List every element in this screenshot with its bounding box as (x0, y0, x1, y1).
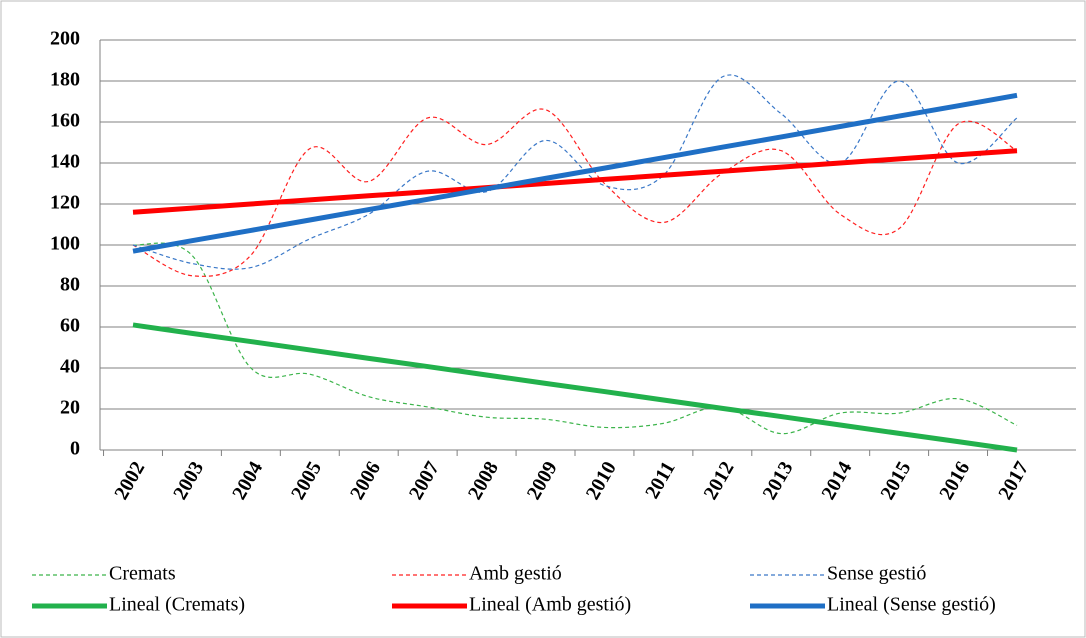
y-tick-label: 20 (60, 397, 80, 419)
series-line (132, 108, 1018, 277)
y-tick-label: 80 (60, 274, 80, 296)
legend-label: Cremats (109, 563, 176, 585)
y-tick-label: 120 (50, 192, 80, 214)
series-line (132, 148, 1018, 215)
y-tick-label: 60 (60, 315, 80, 337)
y-tick-label: 200 (50, 28, 80, 50)
y-tick-label: 180 (50, 69, 80, 91)
y-tick-label: 0 (70, 438, 80, 460)
y-tick-label: 160 (50, 110, 80, 132)
series-line (132, 92, 1018, 254)
legend-label: Lineal (Cremats) (109, 594, 245, 616)
legend-label: Sense gestió (827, 563, 926, 585)
legend-label: Amb gestió (469, 563, 562, 585)
series-line (132, 242, 1018, 435)
y-tick-label: 100 (50, 233, 80, 255)
legend-label: Lineal (Amb gestió) (469, 594, 631, 616)
legend-label: Lineal (Sense gestió) (827, 594, 996, 616)
series-line (132, 74, 1018, 270)
y-tick-label: 140 (50, 151, 80, 173)
series-line (132, 322, 1018, 453)
y-tick-label: 40 (60, 356, 80, 378)
